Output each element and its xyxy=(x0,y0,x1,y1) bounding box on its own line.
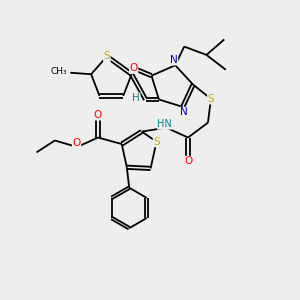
Text: O: O xyxy=(73,139,81,148)
Text: H: H xyxy=(132,93,140,103)
Text: O: O xyxy=(94,110,102,120)
Text: N: N xyxy=(170,55,178,65)
Text: HN: HN xyxy=(158,119,172,129)
Text: S: S xyxy=(208,94,214,104)
Text: CH₃: CH₃ xyxy=(50,67,67,76)
Text: S: S xyxy=(153,137,160,147)
Text: O: O xyxy=(130,63,138,73)
Text: N: N xyxy=(180,107,188,117)
Text: S: S xyxy=(103,51,110,62)
Text: O: O xyxy=(184,156,192,166)
